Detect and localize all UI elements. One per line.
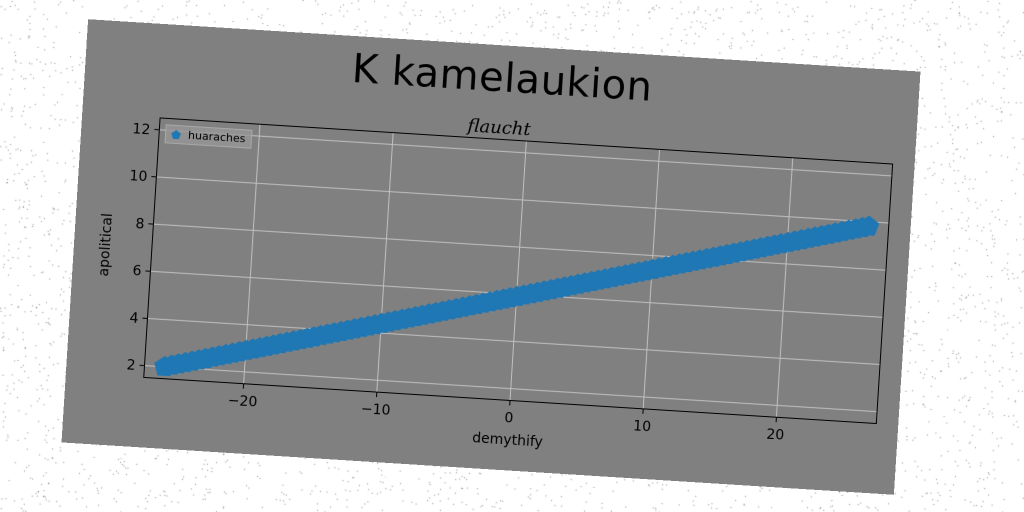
legend-label: huaraches xyxy=(187,128,246,146)
chart-figure: K kamelaukion flaucht −20 −10 0 10 20 2 4 6 8 10 1… xyxy=(61,19,921,495)
y-tick-label: 10 xyxy=(129,168,148,185)
plot-area: −20 −10 0 10 20 2 4 6 8 10 12 demythify apolitical xyxy=(96,117,894,451)
ticks: −20 −10 0 10 20 2 4 6 8 10 12 xyxy=(126,121,785,444)
y-tick-label: 6 xyxy=(132,263,142,280)
x-tick-label: −20 xyxy=(227,393,257,411)
y-gridline xyxy=(156,176,889,224)
x-tick-label: −10 xyxy=(360,401,390,419)
x-tick-label: 0 xyxy=(504,410,514,427)
y-gridline xyxy=(153,223,886,271)
x-gridline xyxy=(509,140,527,401)
y-tick-label: 8 xyxy=(135,216,145,233)
y-tick-label: 12 xyxy=(132,121,151,138)
y-gridline xyxy=(147,317,881,366)
x-tick-label: 20 xyxy=(766,427,785,444)
y-gridline xyxy=(144,365,878,413)
x-tick-label: 10 xyxy=(633,418,652,435)
x-axis-label: demythify xyxy=(472,430,544,450)
legend-marker-icon xyxy=(171,129,181,139)
x-gridline xyxy=(775,157,794,418)
scatter-points xyxy=(154,215,880,377)
y-gridline xyxy=(159,129,892,177)
grid xyxy=(144,124,892,418)
x-gridline xyxy=(376,132,394,393)
legend: huaraches xyxy=(164,124,253,149)
y-tick-label: 4 xyxy=(129,310,139,327)
scatter-point xyxy=(858,215,880,236)
y-tick-label: 2 xyxy=(126,358,136,375)
y-axis-label: apolitical xyxy=(96,213,116,277)
